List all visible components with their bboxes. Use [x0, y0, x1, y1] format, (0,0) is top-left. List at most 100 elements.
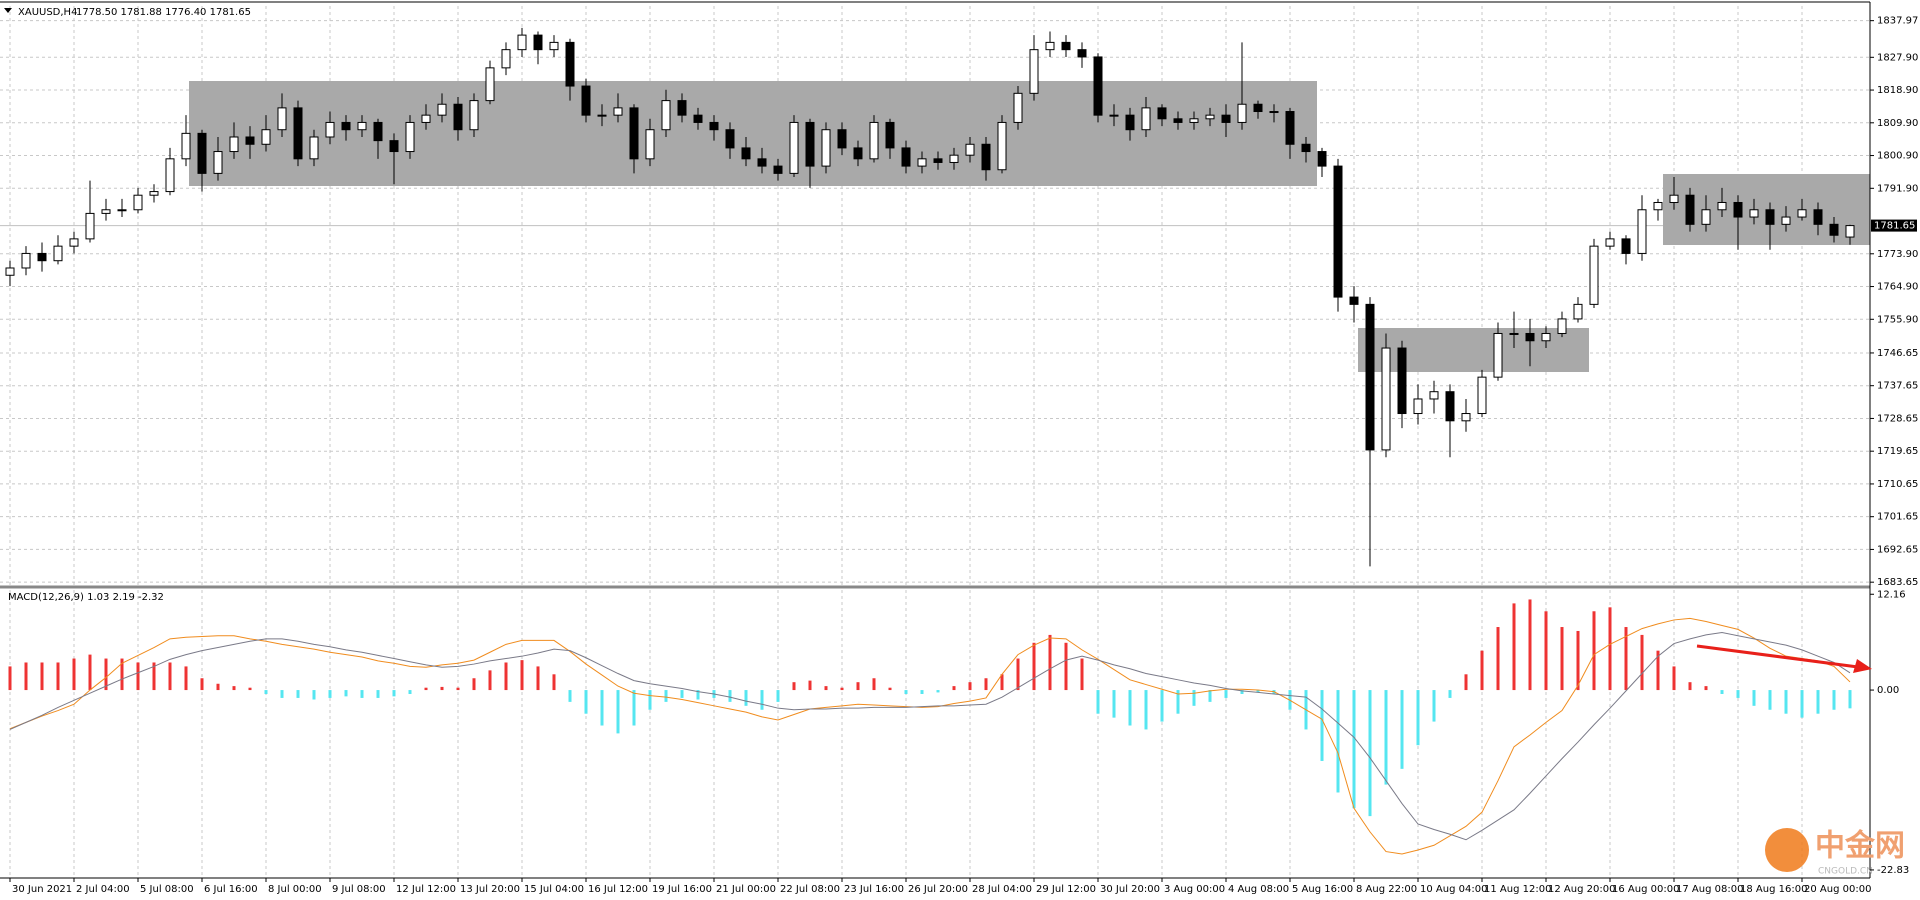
candle-body — [1013, 92, 1023, 123]
candle-body — [1221, 114, 1231, 123]
macd-bar — [824, 686, 828, 691]
macd-bar — [424, 687, 428, 691]
marks — [5, 27, 1855, 855]
macd-bar — [920, 690, 924, 694]
candle-body — [437, 103, 447, 116]
macd-bar — [1832, 690, 1836, 710]
candle-body — [37, 252, 47, 262]
candle-body — [757, 158, 767, 167]
y-tick-label: 1710.65 — [1877, 479, 1918, 490]
candle-body — [789, 121, 799, 174]
macd-bar — [1688, 682, 1692, 691]
macd-bar — [1704, 686, 1708, 691]
macd-bar — [936, 690, 940, 693]
candle-body — [1253, 103, 1263, 113]
candle-body — [117, 209, 127, 212]
macd-bar — [552, 674, 556, 691]
macd-bar — [440, 686, 444, 691]
macd-bar — [56, 662, 60, 691]
macd-bar — [1400, 690, 1404, 769]
ohlc-info: 1778.50 1781.88 1776.40 1781.65 — [76, 7, 251, 18]
candle-body — [885, 121, 895, 149]
candle-body — [597, 114, 607, 117]
macd-bar — [1096, 690, 1100, 714]
macd-bar — [1448, 690, 1452, 698]
y-tick-label: 12.16 — [1877, 589, 1906, 600]
candle-body — [373, 121, 383, 142]
candle-body — [677, 100, 687, 116]
x-tick-label: 12 Jul 12:00 — [396, 884, 456, 895]
macd-bar — [1640, 634, 1644, 691]
x-tick-label: 30 Jun 2021 — [12, 884, 72, 895]
x-tick-label: 28 Jul 04:00 — [972, 884, 1032, 895]
candle-body — [1813, 209, 1823, 225]
macd-bar — [888, 687, 892, 691]
macd-bar — [856, 682, 860, 691]
candle-body — [1509, 332, 1519, 335]
candle-body — [645, 129, 655, 160]
y-tick-label: 1683.65 — [1877, 577, 1918, 588]
x-tick-label: 5 Jul 08:00 — [140, 884, 194, 895]
candle-body — [213, 151, 223, 174]
x-tick-label: 26 Jul 20:00 — [908, 884, 968, 895]
y-tick-label: -22.83 — [1877, 865, 1909, 876]
candle-body — [1493, 332, 1503, 378]
macd-bar — [488, 670, 492, 691]
candle-body — [1605, 238, 1615, 247]
macd-bar — [136, 662, 140, 691]
y-tick-label: 1701.65 — [1877, 512, 1918, 523]
chart-title: XAUUSD,H4 — [18, 7, 77, 18]
candle-body — [1445, 391, 1455, 422]
macd-bar — [216, 683, 220, 691]
macd-bar — [1016, 658, 1020, 691]
y-tick-label: 1719.65 — [1877, 446, 1918, 457]
watermark-subtitle: CNGOLD.CN — [1818, 867, 1873, 877]
y-tick-label: 0.00 — [1877, 685, 1899, 696]
macd-bar — [1656, 650, 1660, 691]
macd-bar — [392, 690, 396, 697]
candle-body — [693, 114, 703, 123]
x-tick-label: 22 Jul 08:00 — [780, 884, 840, 895]
macd-bar — [72, 658, 76, 691]
menu-icon — [4, 8, 12, 13]
candle-body — [1461, 413, 1471, 422]
candle-body — [1093, 56, 1103, 116]
candle-body — [69, 238, 79, 247]
candle-body — [613, 107, 623, 116]
candle-body — [405, 121, 415, 153]
candle-body — [133, 194, 143, 211]
macd-bar — [904, 690, 908, 694]
candle-body — [1237, 103, 1247, 123]
macd-bar — [1224, 690, 1228, 698]
candle-body — [853, 147, 863, 160]
x-tick-label: 20 Aug 00:00 — [1804, 884, 1871, 895]
macd-bar — [376, 690, 380, 698]
candle-body — [1621, 238, 1631, 254]
macd-bar — [520, 660, 524, 691]
y-tick-label: 1791.90 — [1877, 183, 1918, 194]
candle-body — [869, 121, 879, 160]
y-tick-label: 1692.65 — [1877, 544, 1918, 555]
x-tick-label: 8 Jul 00:00 — [268, 884, 322, 895]
macd-bar — [1496, 627, 1500, 691]
macd-bar — [616, 690, 620, 734]
macd-bar — [728, 690, 732, 702]
candle-body — [1301, 143, 1311, 153]
candle-body — [1397, 347, 1407, 415]
candle-body — [1349, 296, 1359, 305]
macd-bar — [248, 687, 252, 691]
macd-bar — [1208, 690, 1212, 702]
macd-bar — [264, 690, 268, 694]
macd-bar — [1048, 634, 1052, 691]
x-tick-label: 23 Jul 16:00 — [844, 884, 904, 895]
macd-bar — [1624, 627, 1628, 691]
candle-body — [325, 121, 335, 138]
macd-bar — [40, 662, 44, 691]
macd-bar — [600, 690, 604, 726]
candle-body — [229, 136, 239, 153]
candle-body — [933, 158, 943, 163]
macd-bar — [1560, 627, 1564, 691]
candle-body — [1189, 118, 1199, 123]
y-tick-label: 1728.65 — [1877, 413, 1918, 424]
macd-bar — [1480, 650, 1484, 691]
